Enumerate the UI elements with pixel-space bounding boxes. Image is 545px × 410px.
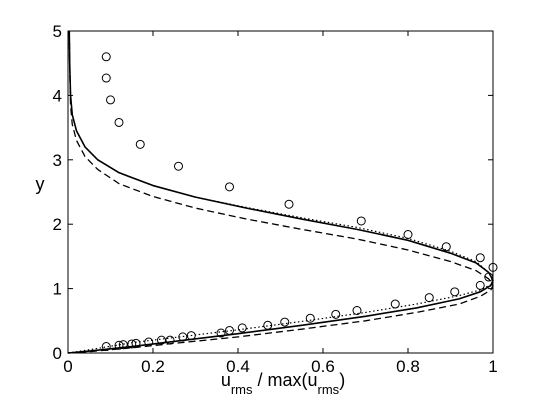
y-tick-label: 1 xyxy=(53,280,62,299)
data-point-circle xyxy=(101,73,111,83)
y-tick-label: 4 xyxy=(53,86,62,105)
data-point-circle xyxy=(101,52,111,62)
data-point-circle xyxy=(450,287,460,297)
data-point-circle xyxy=(475,253,485,263)
data-point-circle xyxy=(131,338,141,348)
data-point-circle xyxy=(135,139,145,149)
data-point-circle xyxy=(488,262,498,272)
data-point-circle xyxy=(178,332,188,342)
x-label-text: ) xyxy=(339,370,345,390)
data-point-circle xyxy=(165,335,175,345)
data-point-circle xyxy=(101,342,111,352)
data-point-circle xyxy=(118,340,128,350)
y-tick-label: 5 xyxy=(53,22,62,41)
x-axis-label: urms / max(urms) xyxy=(221,370,345,397)
data-point-circle xyxy=(484,272,494,282)
data-point-circle xyxy=(237,323,247,333)
data-point-circle xyxy=(114,117,124,127)
x-tick-label: 0 xyxy=(63,357,72,376)
data-point-circle xyxy=(114,340,124,350)
y-tick-label: 3 xyxy=(53,151,62,170)
data-point-circle xyxy=(263,320,273,330)
series-layer xyxy=(67,30,498,354)
x-tick-label: 0.8 xyxy=(396,357,420,376)
y-tick-label: 2 xyxy=(53,215,62,234)
x-label-text: u xyxy=(221,370,231,390)
data-point-circle xyxy=(216,328,226,338)
y-axis-label: y xyxy=(36,174,45,194)
data-point-circle xyxy=(356,216,366,226)
data-point-circle xyxy=(144,337,154,347)
data-point-circle xyxy=(331,309,341,319)
x-tick-label: 0.2 xyxy=(141,357,165,376)
data-point-circle xyxy=(424,293,434,303)
data-point-circle xyxy=(403,230,413,240)
x-tick-label: 0.6 xyxy=(311,357,335,376)
data-point-circle xyxy=(127,339,137,349)
data-point-circle xyxy=(186,331,196,341)
x-label-subscript: rms xyxy=(231,382,253,397)
data-point-circle xyxy=(174,161,183,171)
data-point-circle xyxy=(225,325,234,335)
x-tick-label: 1 xyxy=(488,357,497,376)
data-point-circle xyxy=(441,242,451,252)
y-tick-label: 0 xyxy=(53,344,62,363)
plot-frame xyxy=(67,30,494,354)
data-point-circle xyxy=(390,299,400,309)
series-line-dashed xyxy=(67,30,494,354)
data-point-circle xyxy=(475,280,485,290)
data-point-circle xyxy=(280,317,290,327)
data-point-circle xyxy=(305,313,315,323)
x-tick-label: 0.4 xyxy=(226,357,250,376)
x-label-text: / max(u xyxy=(253,370,318,390)
data-point-circle xyxy=(352,305,362,315)
data-point-circle xyxy=(284,199,294,209)
series-line-solid xyxy=(67,30,494,354)
data-point-circle xyxy=(106,95,115,105)
ticks-layer: 0 0.2 0.4 0.6 0.8 1 0 1 2 3 4 5 xyxy=(53,22,498,376)
data-point-circle xyxy=(225,182,234,192)
x-label-subscript: rms xyxy=(318,382,340,397)
